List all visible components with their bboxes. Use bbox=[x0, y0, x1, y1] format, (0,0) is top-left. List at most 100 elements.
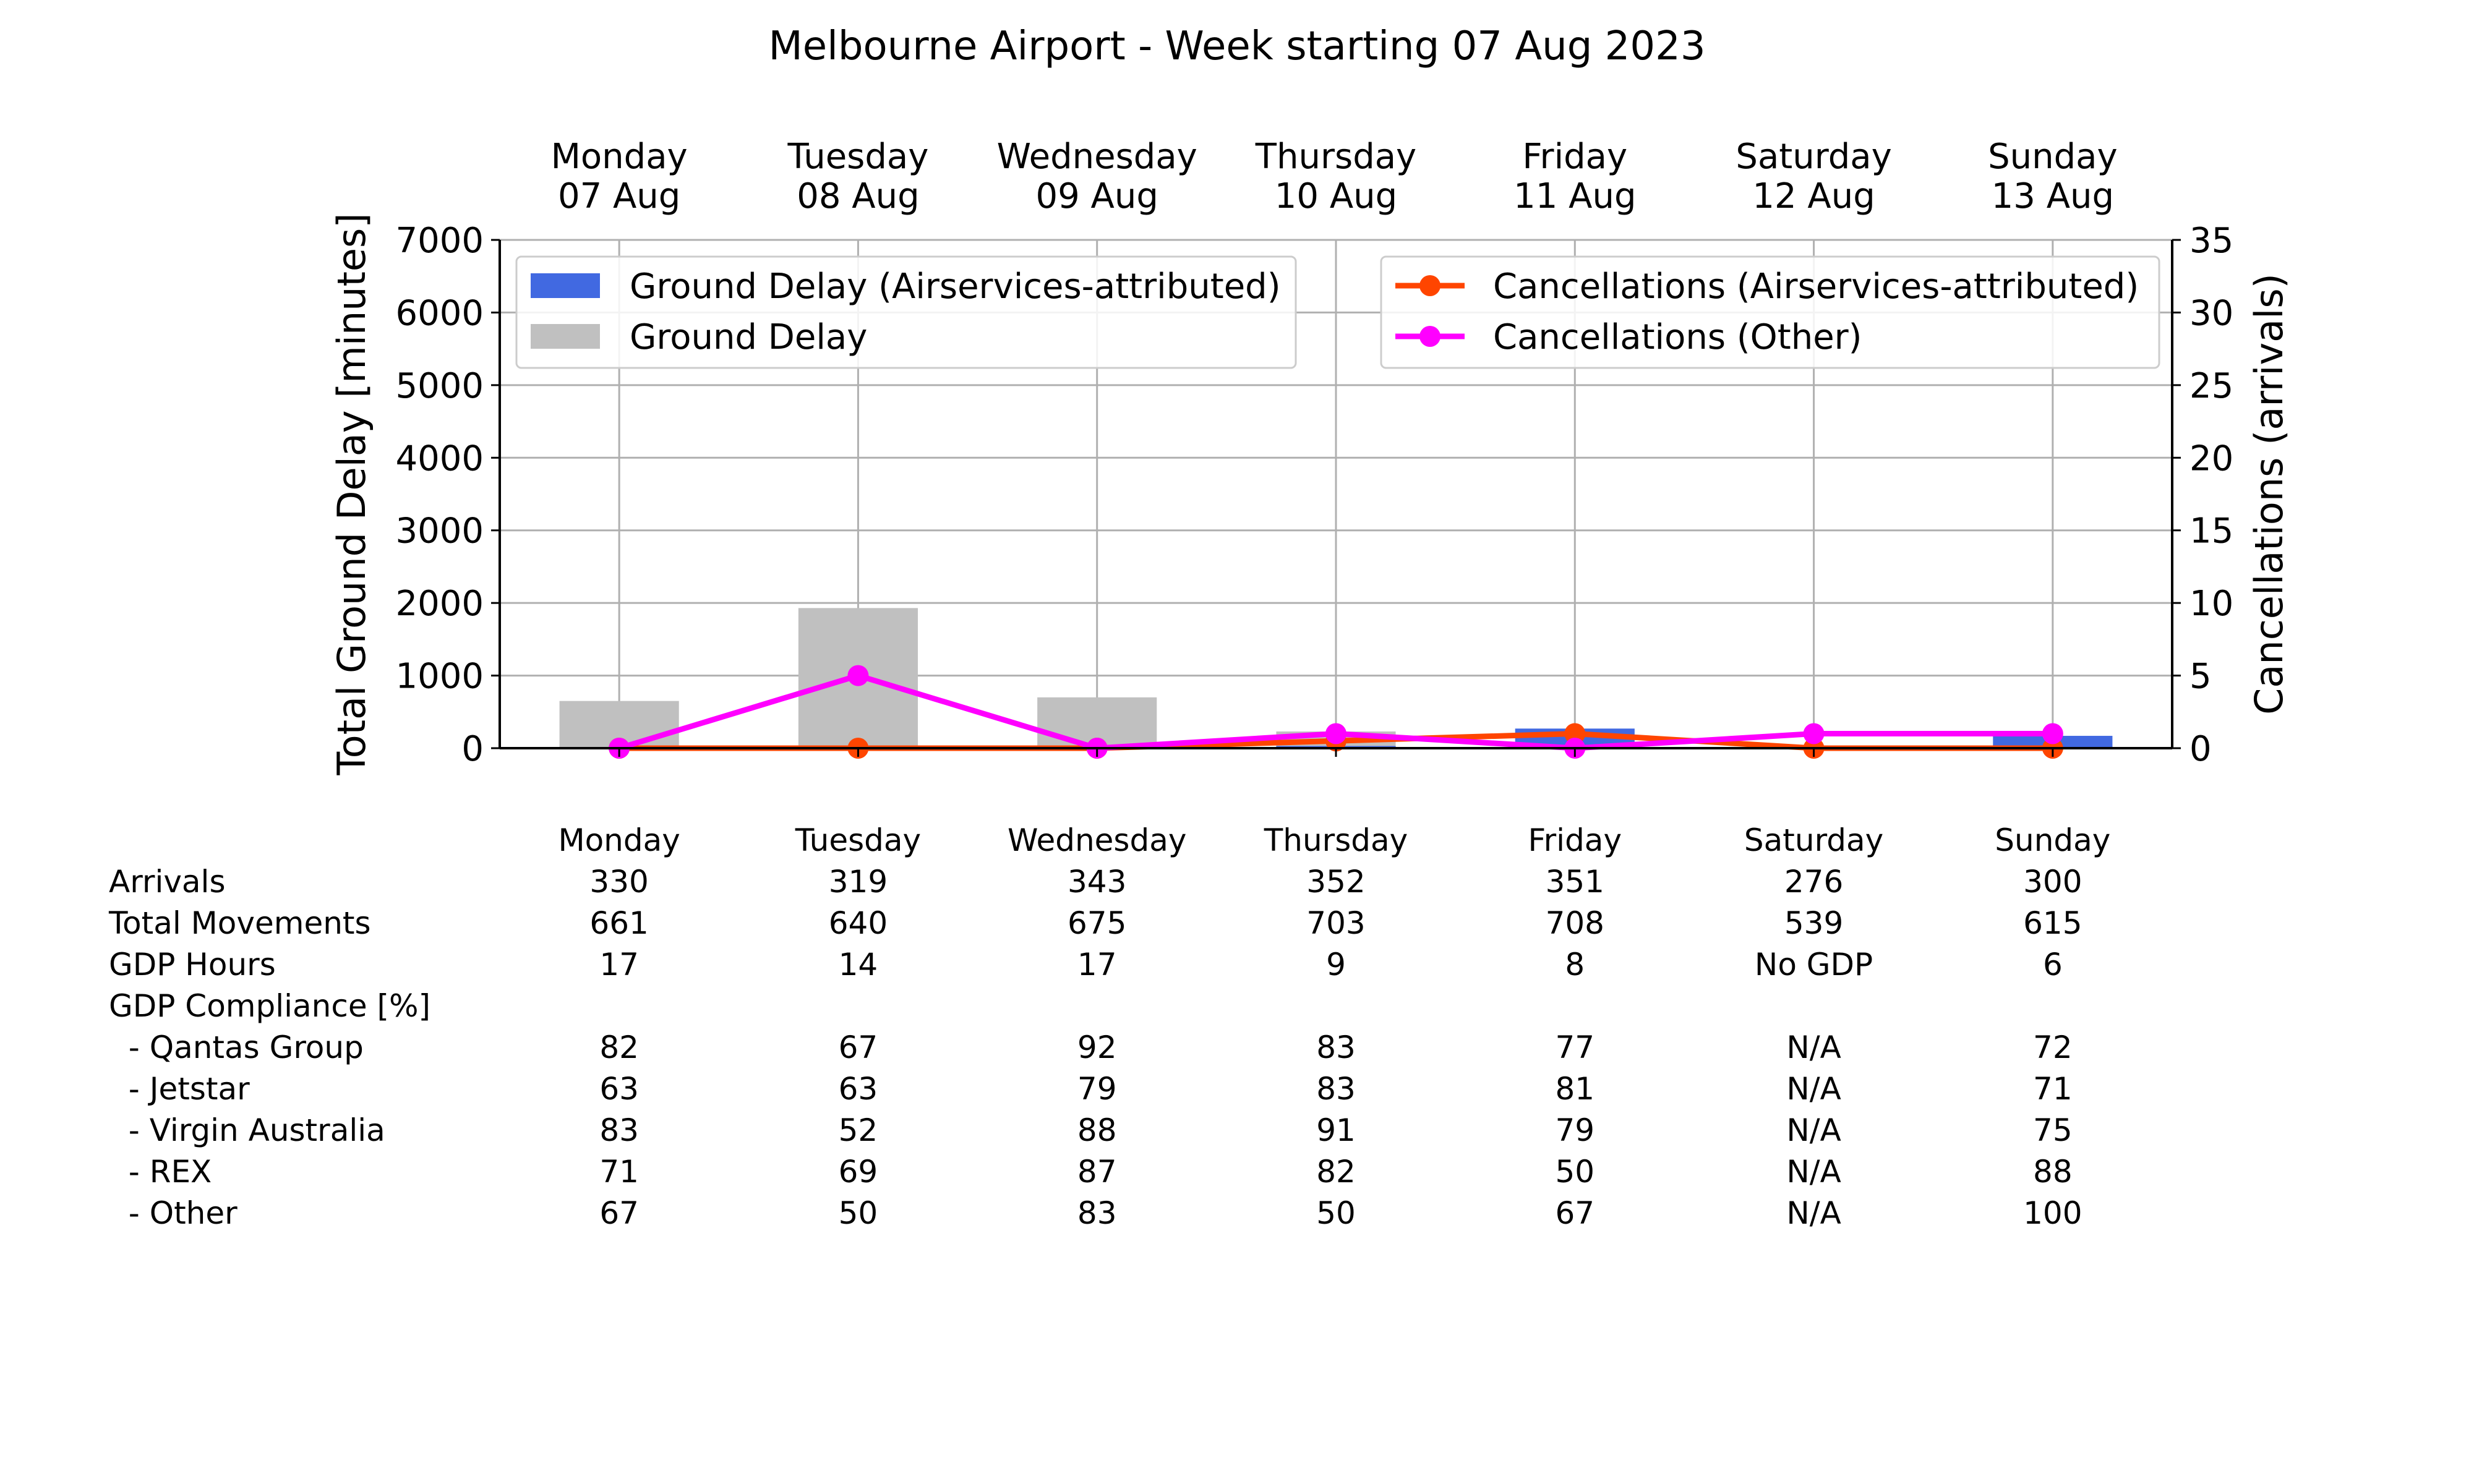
table-cell: 661 bbox=[589, 905, 648, 941]
axes: 0 1000 2000 3000 4000 5000 6000 7000 0 5 10 15 20 25 3… bbox=[329, 137, 2292, 776]
table-row-label: GDP Hours bbox=[109, 947, 276, 983]
table-row-label: - Qantas Group bbox=[109, 1030, 364, 1065]
table-cell: 71 bbox=[2033, 1071, 2073, 1107]
y2-tick-label: 20 bbox=[2189, 438, 2233, 479]
top-date-label: 13 Aug bbox=[1992, 176, 2114, 216]
y-tick-label: 3000 bbox=[395, 511, 484, 552]
top-date-label: 07 Aug bbox=[558, 176, 680, 216]
table-cell: N/A bbox=[1786, 1112, 1841, 1148]
table-cell: N/A bbox=[1786, 1071, 1841, 1107]
table-cell: N/A bbox=[1786, 1154, 1841, 1190]
table-cell: 67 bbox=[839, 1030, 878, 1065]
table-cell: 100 bbox=[2023, 1195, 2082, 1231]
table-cell: 63 bbox=[839, 1071, 878, 1107]
table-cell: 82 bbox=[599, 1030, 639, 1065]
point-cancellations-other--6 bbox=[2042, 723, 2063, 744]
table-cell: 351 bbox=[1546, 864, 1604, 900]
table-cell: 14 bbox=[839, 947, 878, 983]
y-tick-label: 5000 bbox=[395, 366, 484, 406]
table-cell: 83 bbox=[1077, 1195, 1117, 1231]
table-cell: 71 bbox=[599, 1154, 639, 1190]
table-cell: No GDP bbox=[1755, 947, 1873, 983]
legend-label: Ground Delay bbox=[630, 317, 867, 357]
y-tick-label: 4000 bbox=[395, 438, 484, 479]
point-cancellations-other--5 bbox=[1803, 723, 1825, 744]
legend-box-right bbox=[1380, 255, 2160, 369]
table-cell: 69 bbox=[839, 1154, 878, 1190]
top-date-label: 10 Aug bbox=[1275, 176, 1397, 216]
top-day-label: Thursday bbox=[1255, 137, 1416, 177]
table-cell: 83 bbox=[1316, 1071, 1356, 1107]
table-cell: 330 bbox=[589, 864, 648, 900]
y-tick-label: 6000 bbox=[395, 293, 484, 333]
table-row-label: - REX bbox=[109, 1154, 212, 1190]
legend-marker bbox=[1419, 275, 1440, 296]
legend-marker bbox=[1419, 326, 1440, 347]
table-cell: 77 bbox=[1555, 1030, 1594, 1065]
table-cell: 50 bbox=[1555, 1154, 1594, 1190]
table-cell: 91 bbox=[1316, 1112, 1356, 1148]
legends: Ground Delay (Airservices-attributed) Gro… bbox=[515, 255, 2160, 369]
y2-tick-label: 35 bbox=[2189, 221, 2233, 261]
data-table: Monday Tuesday Wednesday Thursday Friday Satu… bbox=[108, 822, 2110, 1231]
table-cell: 87 bbox=[1077, 1154, 1117, 1190]
table-cell: 703 bbox=[1306, 905, 1365, 941]
table-header-cell: Tuesday bbox=[795, 822, 921, 858]
y-tick-label: 2000 bbox=[395, 584, 484, 624]
table-cell: 88 bbox=[1077, 1112, 1117, 1148]
table-row-label: Total Movements bbox=[108, 905, 371, 941]
table-cell: 83 bbox=[599, 1112, 639, 1148]
table-cell: 675 bbox=[1068, 905, 1126, 941]
y2-tick-label: 5 bbox=[2189, 657, 2212, 697]
table-header-cell: Saturday bbox=[1744, 822, 1883, 858]
top-day-label: Friday bbox=[1522, 137, 1627, 177]
y-tick-label: 0 bbox=[461, 729, 484, 769]
y2-tick-label: 25 bbox=[2189, 366, 2233, 406]
table-cell: 67 bbox=[599, 1195, 639, 1231]
y2-tick-label: 0 bbox=[2189, 729, 2212, 769]
table-cell: 88 bbox=[2033, 1154, 2073, 1190]
legend-swatch bbox=[531, 324, 600, 349]
point-cancellations-other--3 bbox=[1325, 723, 1346, 744]
table-cell: 539 bbox=[1784, 905, 1843, 941]
table-cell: 81 bbox=[1555, 1071, 1594, 1107]
top-day-label: Tuesday bbox=[787, 137, 929, 177]
table-cell: 6 bbox=[2043, 947, 2063, 983]
table-cell: 300 bbox=[2023, 864, 2082, 900]
table-cell: 319 bbox=[829, 864, 888, 900]
table-cell: 92 bbox=[1077, 1030, 1117, 1065]
table-cell: 79 bbox=[1555, 1112, 1594, 1148]
table-cell: 708 bbox=[1546, 905, 1604, 941]
legend-label: Cancellations (Airservices-attributed) bbox=[1493, 267, 2139, 307]
y2-axis-label: Cancellations (arrivals) bbox=[2246, 273, 2292, 715]
y-tick-label: 7000 bbox=[395, 221, 484, 261]
table-cell: 52 bbox=[839, 1112, 878, 1148]
table-row-label: - Other bbox=[109, 1195, 238, 1231]
table-cell: 17 bbox=[599, 947, 639, 983]
top-date-label: 09 Aug bbox=[1036, 176, 1158, 216]
table-cell: 8 bbox=[1565, 947, 1585, 983]
top-day-label: Monday bbox=[551, 137, 688, 177]
y2-tick-label: 30 bbox=[2189, 293, 2233, 333]
table-cell: 79 bbox=[1077, 1071, 1117, 1107]
top-date-label: 12 Aug bbox=[1752, 176, 1875, 216]
y-axis-label: Total Ground Delay [minutes] bbox=[329, 213, 374, 775]
table-row-label: - Jetstar bbox=[109, 1071, 250, 1107]
table-cell: N/A bbox=[1786, 1195, 1841, 1231]
top-date-label: 08 Aug bbox=[797, 176, 919, 216]
table-cell: 67 bbox=[1555, 1195, 1594, 1231]
table-cell: 276 bbox=[1784, 864, 1843, 900]
legend-swatch bbox=[531, 273, 600, 298]
table-cell: 50 bbox=[1316, 1195, 1356, 1231]
table-cell: 82 bbox=[1316, 1154, 1356, 1190]
y2-tick-label: 10 bbox=[2189, 584, 2233, 624]
table-cell: 640 bbox=[829, 905, 888, 941]
table-cell: 352 bbox=[1306, 864, 1365, 900]
table-row-label: Arrivals bbox=[109, 864, 226, 900]
y-tick-label: 1000 bbox=[395, 657, 484, 697]
table-cell: 72 bbox=[2033, 1030, 2073, 1065]
y2-tick-label: 15 bbox=[2189, 511, 2233, 552]
table-cell: N/A bbox=[1786, 1030, 1841, 1065]
table-cell: 50 bbox=[839, 1195, 878, 1231]
